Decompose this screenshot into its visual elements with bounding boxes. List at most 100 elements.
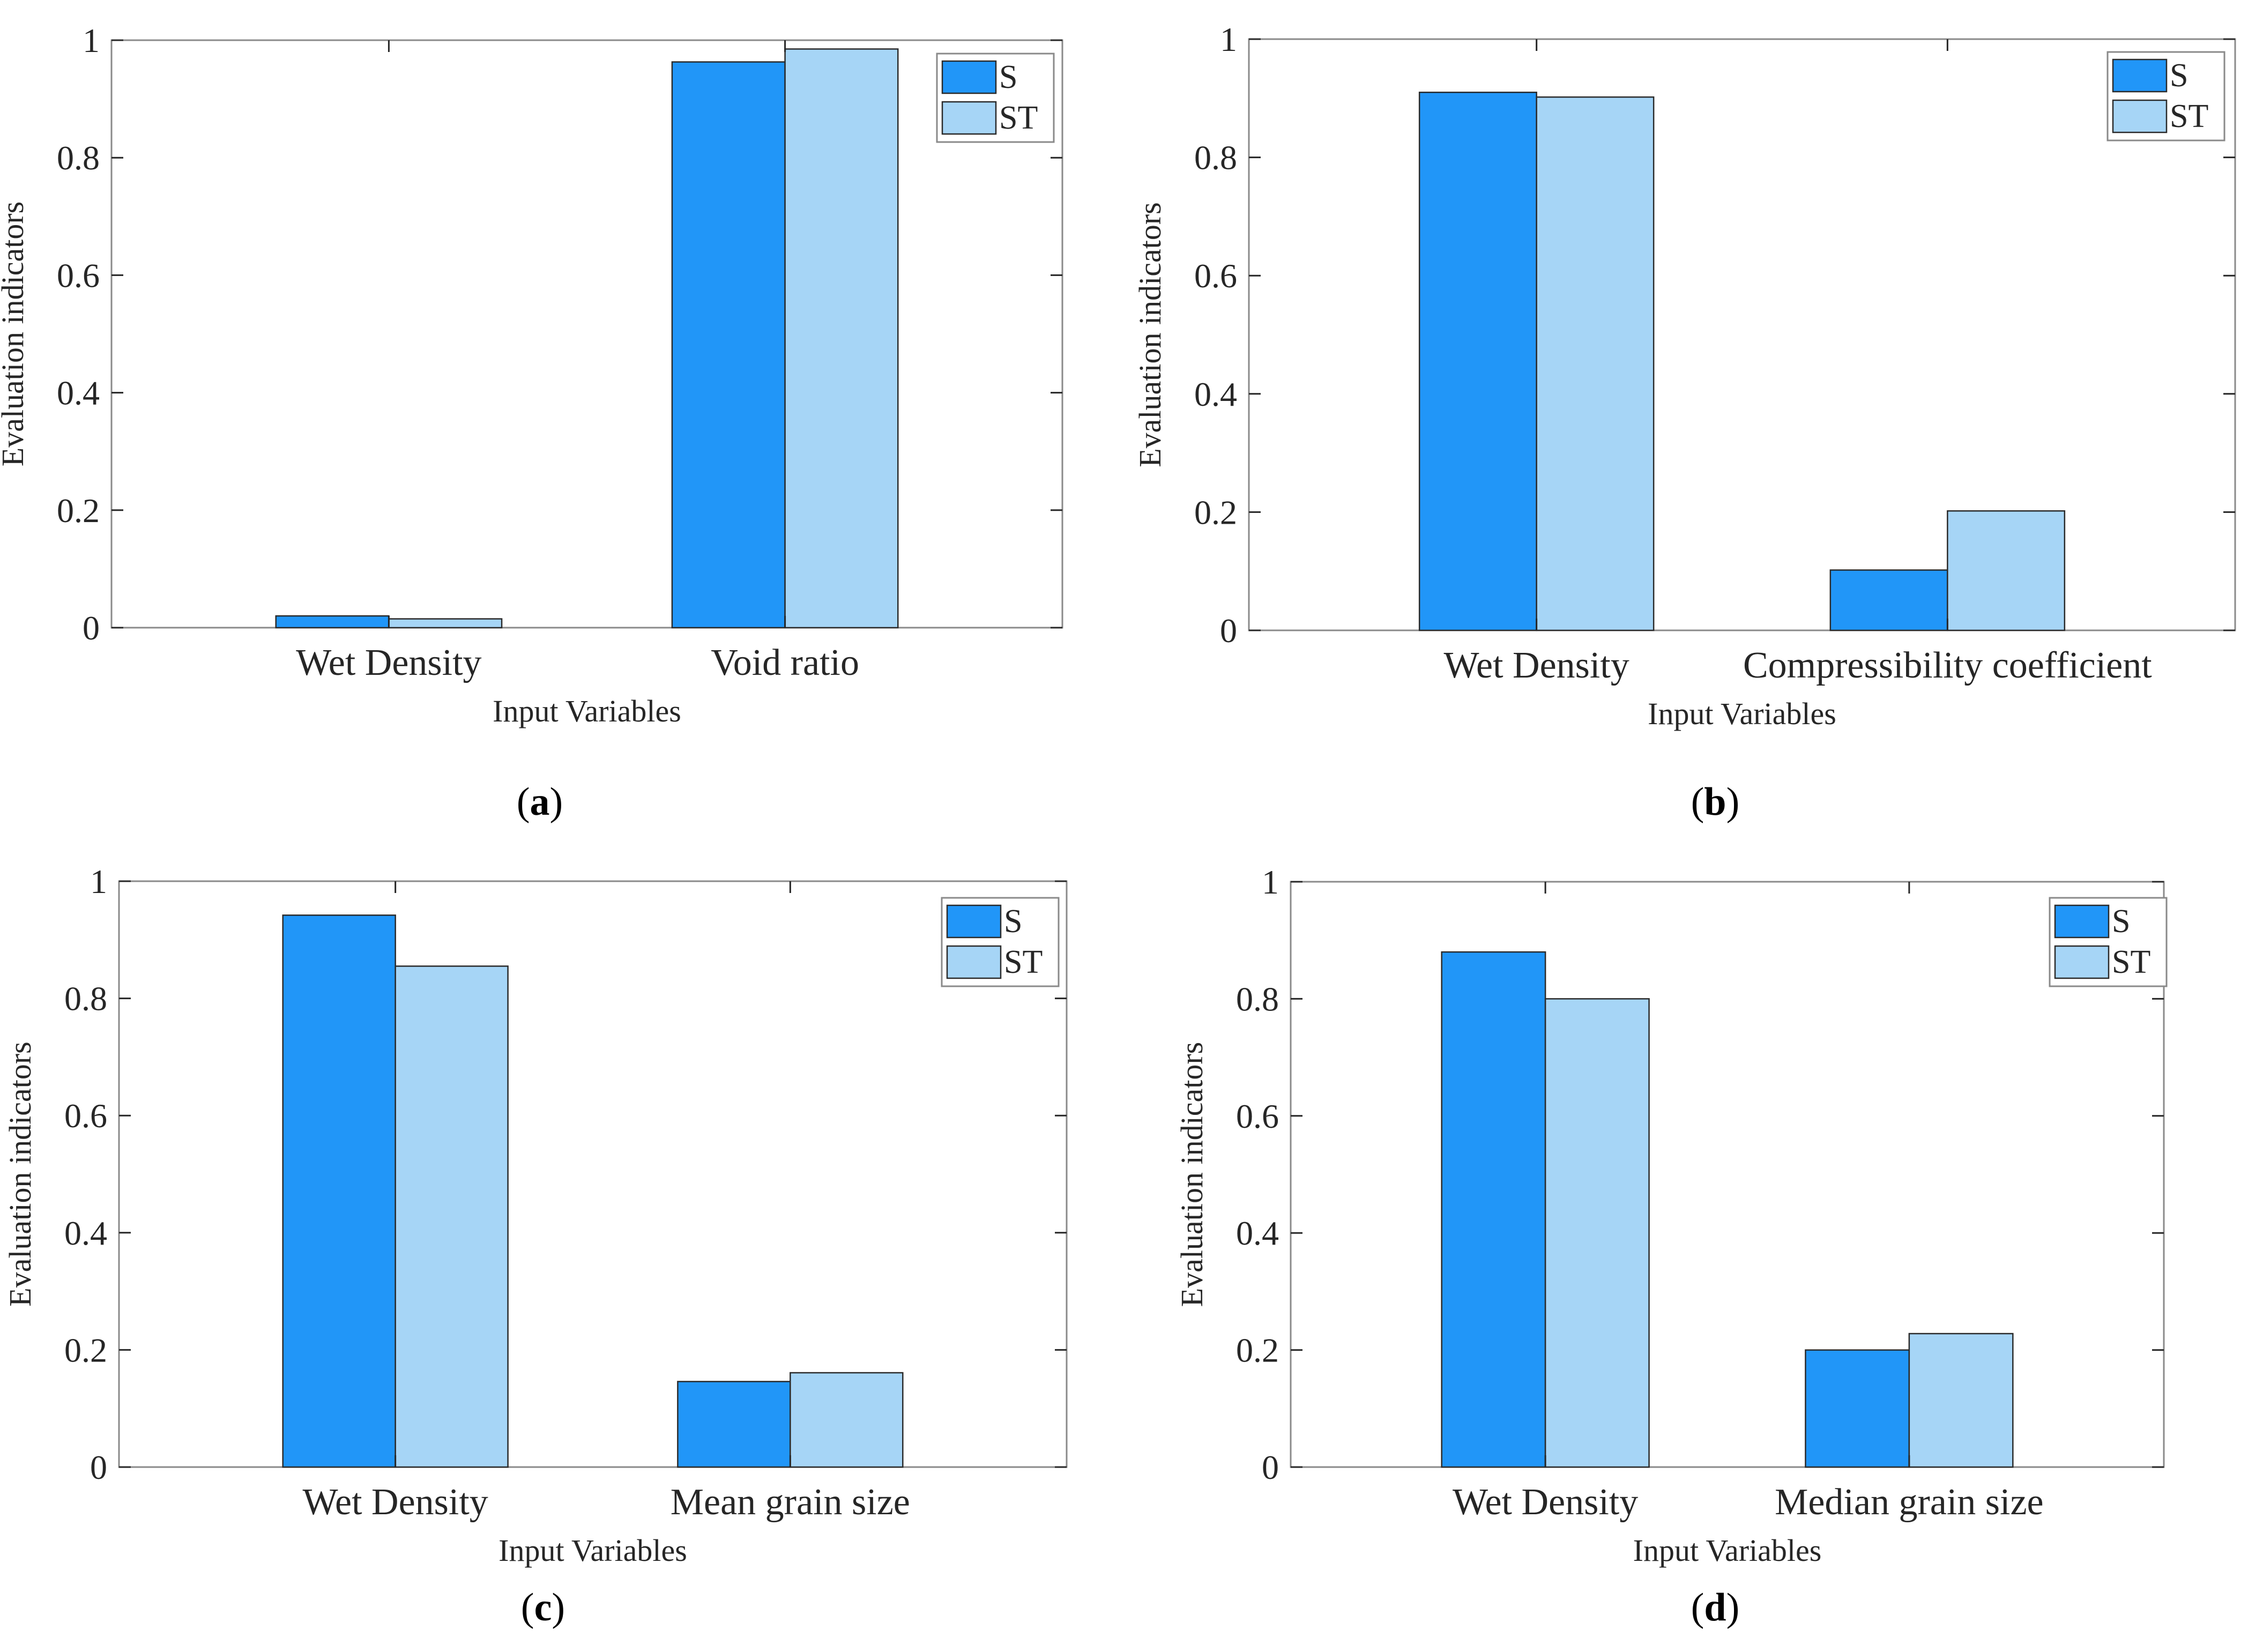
bar-st-mean-grain-size (790, 1372, 904, 1468)
y-tick-label: 0.2 (1194, 493, 1237, 531)
legend-swatch-s (2054, 904, 2110, 939)
caption-paren-close: ) (1726, 780, 1740, 824)
x-axis-label: Input Variables (498, 1533, 687, 1568)
y-tick-label: 0.8 (64, 980, 107, 1018)
panel-b: Wet Density Compressibility coefficient 0 0… (1133, 20, 2236, 824)
legend-label-st: ST (999, 100, 1038, 136)
y-tick-label: 1 (90, 862, 107, 901)
plot-area (110, 39, 1063, 629)
panel-a: Wet Density Void ratio 0 0.2 0.4 0.6 0.8 1 Input… (0, 21, 1063, 824)
legend-label-st: ST (2112, 944, 2150, 980)
legend-swatch-st (946, 945, 1002, 979)
legend-label-st: ST (2170, 98, 2208, 135)
legend: S ST (941, 897, 1060, 987)
y-tick-label: 0.8 (1194, 139, 1237, 177)
y-tick-label: 0.2 (64, 1331, 107, 1369)
y-axis-label: Evaluation indicators (1174, 1042, 1209, 1307)
legend: S ST (2049, 897, 2168, 987)
caption-paren-open: ( (521, 1586, 534, 1629)
plot-area (1290, 881, 2165, 1468)
caption-letter: d (1704, 1586, 1726, 1629)
y-tick-label: 0 (83, 609, 100, 647)
y-tick-label: 1 (1262, 863, 1279, 901)
x-tick-label: Compressibility coefficient (1743, 645, 2152, 686)
y-tick-label: 0.4 (64, 1214, 107, 1252)
panel-caption: (c) (521, 1586, 565, 1629)
legend-swatch-st (941, 101, 997, 135)
x-tick-label: Void ratio (711, 642, 859, 683)
legend-label-s: S (2112, 903, 2130, 940)
bar-st-wet-density (1536, 96, 1655, 631)
bar-s-wet-density (275, 615, 390, 629)
caption-paren-open: ( (1691, 780, 1704, 824)
caption-paren-close: ) (1726, 1586, 1740, 1629)
legend-swatch-s (941, 60, 997, 94)
caption-letter: b (1704, 780, 1726, 824)
x-tick-label: Wet Density (1453, 1482, 1638, 1523)
y-tick-label: 0.2 (57, 492, 100, 530)
panel-d: Wet Density Median grain size 0 0.2 0.4 0.6 0.… (1174, 863, 2168, 1629)
bar-s-compressibility-coefficient (1829, 569, 1948, 631)
legend-swatch-s (2112, 58, 2168, 93)
legend-swatch-s (946, 904, 1002, 939)
y-axis-label: Evaluation indicators (3, 1041, 38, 1306)
y-tick-label: 0.6 (64, 1097, 107, 1135)
x-axis-label: Input Variables (493, 694, 681, 728)
legend: S ST (936, 53, 1055, 143)
caption-paren-open: ( (1691, 1586, 1704, 1629)
legend-swatch-st (2054, 945, 2110, 979)
panel-caption: (b) (1691, 780, 1739, 824)
bar-s-mean-grain-size (677, 1381, 791, 1468)
x-tick-label: Wet Density (296, 642, 481, 683)
x-tick-label: Wet Density (303, 1482, 488, 1523)
y-tick-label: 0 (90, 1448, 107, 1486)
x-axis-label: Input Variables (1648, 696, 1836, 731)
y-tick-label: 0.6 (1236, 1097, 1279, 1135)
legend-label-st: ST (1004, 944, 1043, 980)
y-tick-label: 0.8 (57, 139, 100, 177)
bar-s-wet-density (282, 914, 396, 1468)
panel-caption: (d) (1691, 1586, 1739, 1629)
caption-paren-close: ) (552, 1586, 565, 1629)
bar-st-wet-density (394, 965, 509, 1468)
panel-caption: (a) (517, 780, 563, 824)
bar-st-median-grain-size (1908, 1333, 2014, 1468)
bar-st-wet-density (388, 618, 503, 629)
y-axis-label: Evaluation indicators (0, 202, 30, 466)
legend: S ST (2106, 51, 2225, 142)
x-tick-label: Mean grain size (671, 1482, 910, 1523)
caption-paren-open: ( (517, 780, 530, 824)
legend-swatch-st (2112, 99, 2168, 133)
caption-letter: c (534, 1586, 552, 1629)
y-tick-label: 0.2 (1236, 1331, 1279, 1370)
bar-s-void-ratio (671, 61, 786, 629)
y-tick-label: 0.4 (1194, 375, 1237, 413)
bar-st-wet-density (1544, 998, 1650, 1468)
bar-st-compressibility-coefficient (1947, 510, 2066, 631)
bar-s-wet-density (1441, 951, 1546, 1468)
y-tick-label: 0.8 (1236, 980, 1279, 1018)
x-axis-label: Input Variables (1633, 1533, 1822, 1568)
y-axis-label: Evaluation indicators (1133, 202, 1167, 467)
plot-area (1248, 38, 2236, 631)
y-tick-label: 0.4 (1236, 1214, 1279, 1252)
y-tick-label: 0 (1220, 612, 1237, 650)
y-tick-label: 1 (83, 21, 100, 59)
caption-letter: a (530, 780, 550, 824)
plot-area (118, 880, 1068, 1468)
bar-s-median-grain-size (1805, 1349, 1910, 1468)
y-tick-label: 0.6 (1194, 257, 1237, 295)
y-tick-label: 0 (1262, 1448, 1279, 1486)
x-tick-label: Wet Density (1444, 645, 1629, 686)
legend-label-s: S (999, 59, 1017, 95)
caption-paren-close: ) (550, 780, 563, 824)
x-tick-label: Median grain size (1775, 1482, 2043, 1523)
bar-s-wet-density (1418, 92, 1537, 631)
legend-label-s: S (2170, 57, 2188, 94)
y-tick-label: 0.4 (57, 374, 100, 412)
y-tick-label: 1 (1220, 20, 1237, 58)
legend-label-s: S (1004, 903, 1022, 940)
y-tick-label: 0.6 (57, 256, 100, 294)
panel-c: Wet Density Mean grain size 0 0.2 0.4 0.6 0.8 1… (3, 862, 1068, 1629)
